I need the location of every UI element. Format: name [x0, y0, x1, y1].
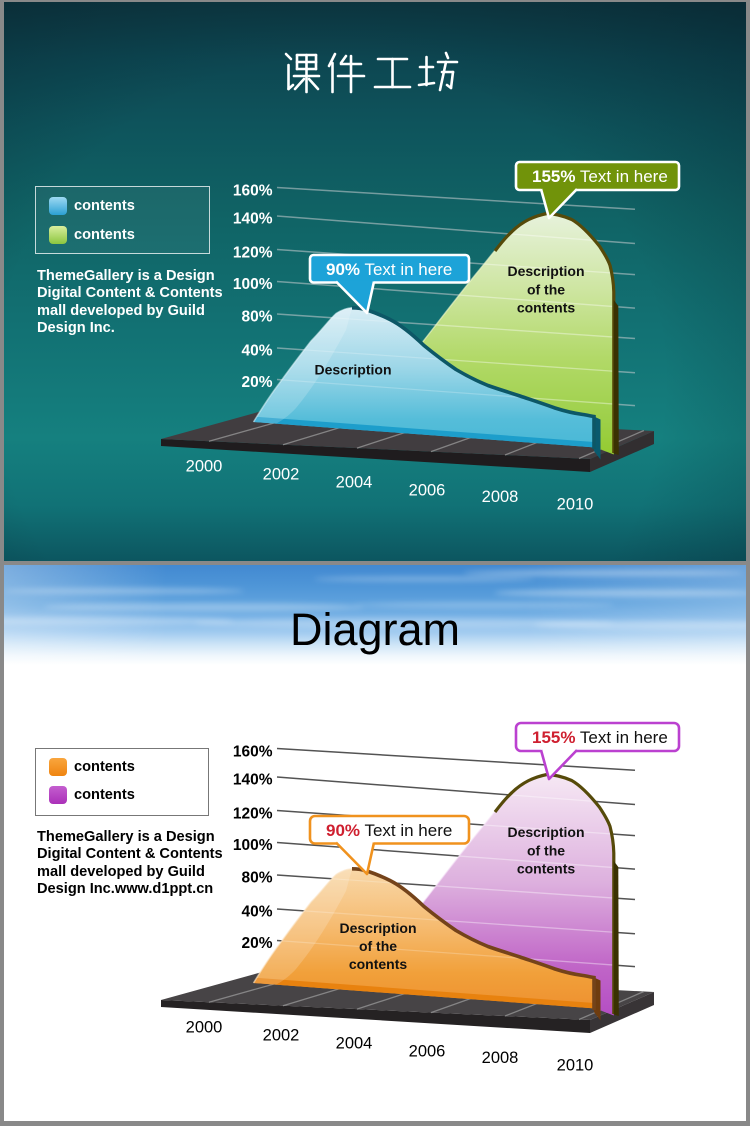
svg-text:20%: 20% — [241, 374, 272, 391]
svg-text:2006: 2006 — [409, 1043, 446, 1061]
svg-text:40%: 40% — [241, 904, 272, 921]
svg-text:140%: 140% — [233, 211, 273, 228]
svg-text:2004: 2004 — [336, 474, 373, 492]
svg-text:2000: 2000 — [186, 1019, 223, 1037]
svg-text:80%: 80% — [241, 870, 272, 887]
svg-text:of the: of the — [527, 843, 565, 859]
svg-text:2008: 2008 — [482, 488, 519, 506]
svg-text:20%: 20% — [241, 935, 272, 952]
svg-text:Description: Description — [507, 263, 584, 279]
svg-text:contents: contents — [349, 956, 408, 972]
svg-text:90% Text in here: 90% Text in here — [326, 260, 452, 279]
svg-text:160%: 160% — [233, 183, 273, 200]
svg-text:100%: 100% — [233, 276, 273, 293]
svg-text:80%: 80% — [241, 309, 272, 326]
svg-text:2006: 2006 — [409, 482, 446, 500]
svg-text:Description: Description — [314, 362, 391, 378]
svg-text:160%: 160% — [233, 744, 273, 761]
svg-text:contents: contents — [517, 861, 576, 877]
svg-text:2010: 2010 — [557, 496, 594, 514]
svg-text:120%: 120% — [233, 245, 273, 262]
svg-text:140%: 140% — [233, 772, 273, 789]
svg-text:100%: 100% — [233, 837, 273, 854]
svg-text:2008: 2008 — [482, 1049, 519, 1067]
svg-text:2000: 2000 — [186, 458, 223, 476]
svg-text:120%: 120% — [233, 806, 273, 823]
svg-text:155% Text in here: 155% Text in here — [532, 167, 668, 186]
svg-text:Description: Description — [339, 920, 416, 936]
svg-text:40%: 40% — [241, 343, 272, 360]
svg-text:2002: 2002 — [263, 1027, 300, 1045]
svg-text:90% Text in here: 90% Text in here — [326, 821, 452, 840]
svg-text:2002: 2002 — [263, 466, 300, 484]
svg-text:Description: Description — [507, 824, 584, 840]
svg-text:of the: of the — [527, 282, 565, 298]
svg-text:2004: 2004 — [336, 1035, 373, 1053]
svg-text:155% Text in here: 155% Text in here — [532, 728, 668, 747]
svg-text:2010: 2010 — [557, 1057, 594, 1075]
svg-text:of the: of the — [359, 938, 397, 954]
svg-text:contents: contents — [517, 300, 576, 316]
